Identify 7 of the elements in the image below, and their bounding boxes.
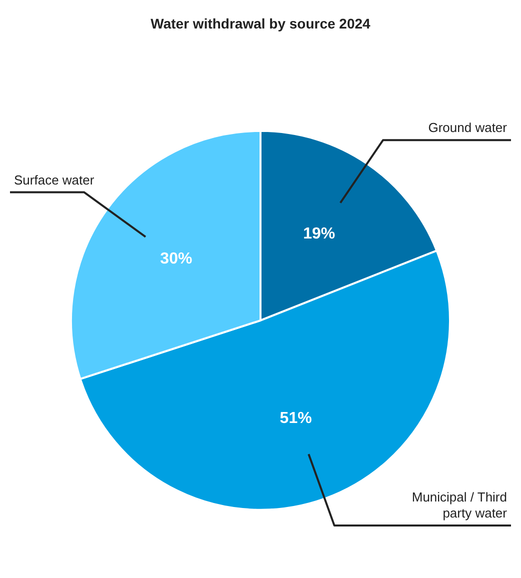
data-label: 19% [303,226,336,243]
data-label: 51% [280,410,312,427]
slice-label: Ground water [428,120,508,136]
slice-label: Surface water [14,172,95,188]
chart-title: Water withdrawal by source 2024 [150,15,371,32]
data-label: 30% [160,250,192,268]
slice-label: Municipal / Third party water [412,490,508,521]
